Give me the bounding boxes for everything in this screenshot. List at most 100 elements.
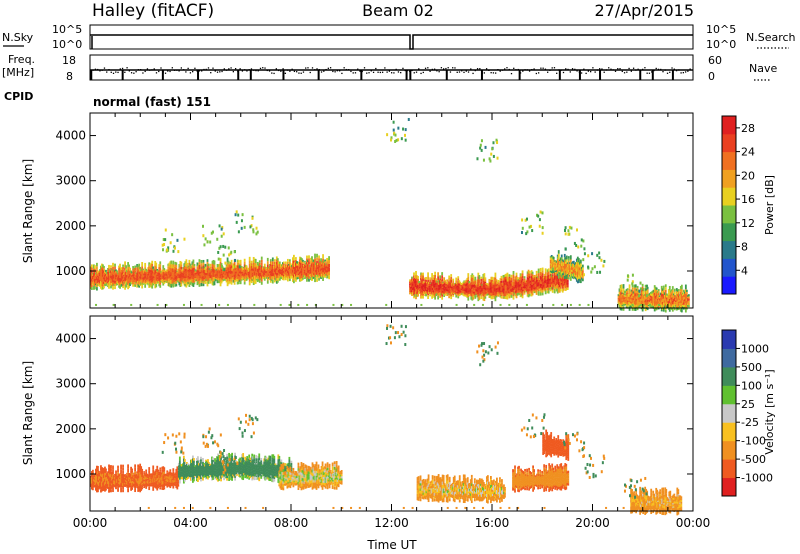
nave-dot xyxy=(381,71,384,73)
echo-cell xyxy=(540,272,543,275)
echo-cell xyxy=(685,303,688,306)
echo-cell xyxy=(90,279,92,283)
echo-cell xyxy=(251,270,254,273)
echo-cell xyxy=(566,274,569,276)
echo-cell xyxy=(227,280,230,285)
echo-cell xyxy=(288,273,291,277)
echo-cell xyxy=(115,275,117,278)
echo-cell xyxy=(207,263,210,267)
echo-cell xyxy=(309,272,311,274)
echo-cell xyxy=(623,295,626,297)
echo-cell xyxy=(101,476,103,480)
echo-cell xyxy=(522,287,525,290)
echo-cell xyxy=(133,276,136,279)
echo-cell xyxy=(476,294,479,298)
echo-cell xyxy=(530,284,533,288)
echo-cell xyxy=(505,293,508,297)
echo-cell xyxy=(171,283,174,286)
echo-cell xyxy=(476,279,479,283)
echo-cell xyxy=(145,273,148,276)
echo-cell xyxy=(680,289,683,294)
echo-cell xyxy=(568,273,571,276)
nave-dot xyxy=(253,69,255,71)
echo-cell xyxy=(636,290,639,294)
echo-speck xyxy=(393,131,396,135)
echo-cell xyxy=(576,262,579,266)
echo-speck xyxy=(657,303,660,306)
echo-cell xyxy=(266,280,269,284)
nave-dot xyxy=(601,68,603,70)
echo-cell xyxy=(116,482,118,485)
echo-cell xyxy=(117,465,119,469)
echo-cell xyxy=(423,286,425,289)
echo-cell xyxy=(252,256,255,260)
echo-speck xyxy=(596,253,599,257)
echo-cell xyxy=(484,279,487,282)
echo-cell xyxy=(172,264,175,269)
echo-cell xyxy=(474,291,477,296)
echo-cell xyxy=(551,255,554,259)
echo-cell xyxy=(569,276,572,281)
echo-cell xyxy=(318,258,320,262)
echo-speck xyxy=(508,303,511,306)
echo-cell xyxy=(686,305,689,307)
echo-speck xyxy=(234,258,237,262)
echo-cell xyxy=(495,288,498,291)
echo-cell xyxy=(207,268,210,272)
echo-cell xyxy=(656,298,659,301)
echo-cell xyxy=(671,300,674,305)
echo-cell xyxy=(636,288,639,291)
echo-cell xyxy=(176,273,179,275)
echo-cell xyxy=(196,273,199,278)
echo-cell xyxy=(468,291,471,295)
echo-cell xyxy=(210,274,213,277)
echo-cell xyxy=(133,283,136,286)
echo-cell xyxy=(124,264,126,268)
echo-speck xyxy=(576,228,579,232)
echo-cell xyxy=(321,260,323,263)
echo-cell xyxy=(576,265,579,269)
echo-cell xyxy=(498,283,501,285)
echo-cell xyxy=(528,276,531,279)
echo-cell xyxy=(192,275,195,280)
echo-cell xyxy=(547,271,550,275)
echo-cell xyxy=(443,290,446,294)
echo-cell xyxy=(114,263,116,267)
echo-cell xyxy=(554,286,557,289)
echo-cell xyxy=(518,290,521,293)
echo-cell xyxy=(99,486,101,489)
echo-cell xyxy=(122,269,124,272)
echo-cell xyxy=(204,263,207,267)
echo-cell xyxy=(432,292,435,295)
echo-speck xyxy=(385,303,388,306)
echo-cell xyxy=(422,272,424,276)
echo-cell xyxy=(239,259,242,264)
echo-cell xyxy=(458,293,461,295)
echo-cell xyxy=(621,296,624,298)
echo-cell xyxy=(187,279,190,282)
echo-cell xyxy=(150,277,153,281)
echo-cell xyxy=(123,476,125,478)
echo-cell xyxy=(502,280,505,283)
echo-cell xyxy=(542,279,545,281)
nave-dot xyxy=(551,67,553,69)
echo-cell xyxy=(132,268,135,271)
echo-cell xyxy=(221,270,224,273)
echo-cell xyxy=(633,284,636,288)
echo-cell xyxy=(91,267,93,271)
echo-cell xyxy=(302,263,304,266)
echo-cell xyxy=(410,281,412,284)
echo-cell xyxy=(411,292,413,295)
echo-cell xyxy=(98,284,100,287)
echo-cell xyxy=(534,278,537,282)
echo-cell xyxy=(238,267,241,270)
nave-dot xyxy=(187,67,189,70)
nave-dot xyxy=(268,70,271,72)
echo-cell xyxy=(505,290,508,294)
echo-cell xyxy=(115,277,117,280)
echo-cell xyxy=(177,280,180,283)
echo-cell xyxy=(204,281,207,284)
echo-cell xyxy=(633,294,636,298)
echo-cell xyxy=(623,302,626,305)
echo-cell xyxy=(220,273,223,276)
